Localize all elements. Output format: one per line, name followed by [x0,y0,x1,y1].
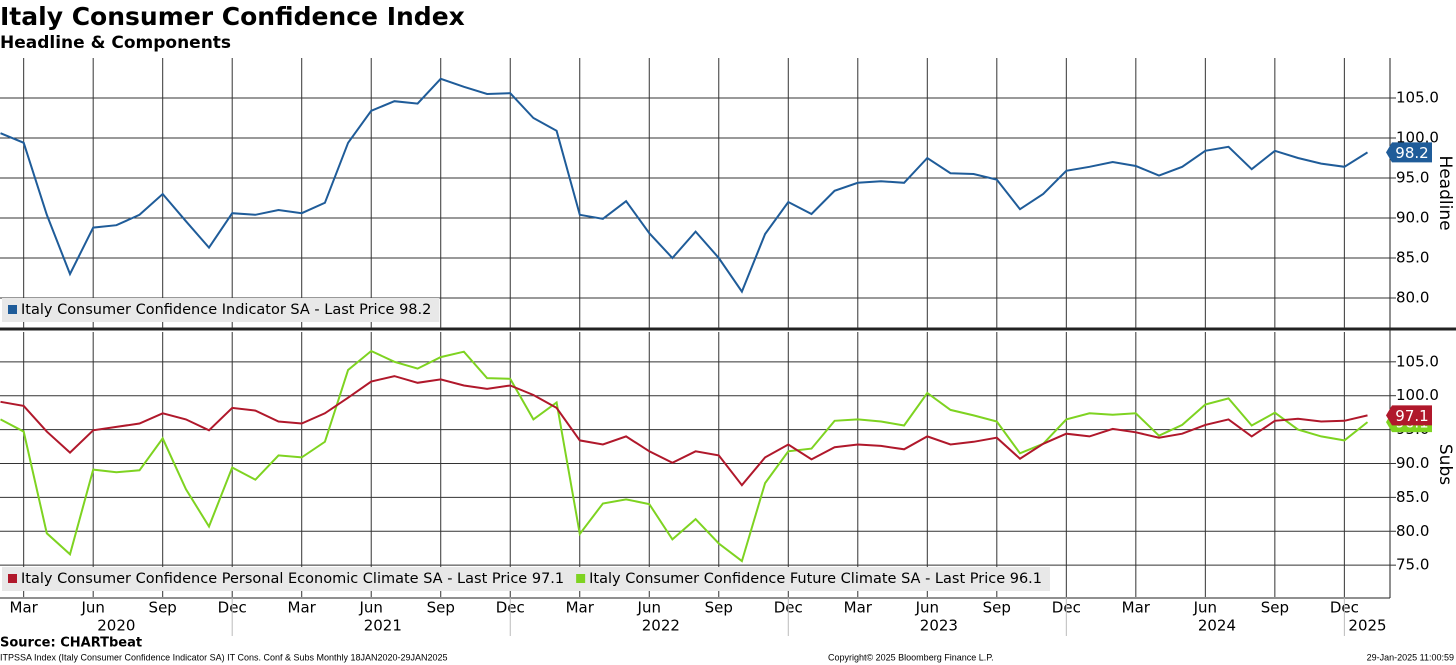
x-tick-label: Mar [844,599,873,617]
legend-background [2,567,1051,591]
legend-swatch [8,305,17,314]
legend-label: Italy Consumer Confidence Future Climate… [589,571,1042,587]
legend-label: Italy Consumer Confidence Personal Econo… [21,571,564,587]
series-line [0,349,1369,563]
year-label: 2021 [364,617,402,635]
y-tick-label: 80.0 [1396,522,1429,540]
series-line [0,375,1368,487]
x-tick-label: Jun [915,599,939,617]
footer-timestamp: 29-Jan-2025 11:00:59 [1367,652,1454,662]
year-label: 2024 [1198,617,1236,635]
axis-label: Headline [1435,155,1455,230]
legend-swatch [8,574,17,583]
x-tick-label: Jun [359,599,383,617]
y-tick-label: 90.0 [1396,454,1429,472]
x-tick-label: Mar [288,599,317,617]
y-tick-label: 90.0 [1396,209,1429,227]
y-tick-label: 105.0 [1396,352,1439,370]
x-tick-label: Sep [1261,599,1289,617]
x-tick-label: Sep [149,599,177,617]
axis-label: Subs [1435,444,1455,485]
x-tick-label: Jun [80,599,104,617]
x-tick-label: Sep [427,599,455,617]
footer-copyright: Copyright© 2025 Bloomberg Finance L.P. [828,652,994,662]
y-tick-label: 85.0 [1396,488,1429,506]
legend: Italy Consumer Confidence Personal Econo… [2,567,1051,591]
y-tick-label: 105.0 [1396,89,1439,107]
y-tick-label: 75.0 [1396,556,1429,574]
x-tick-label: Mar [1122,599,1151,617]
x-tick-label: Mar [566,599,595,617]
series-line [0,77,1369,294]
year-label: 2022 [642,617,680,635]
year-label: 2020 [97,617,135,635]
legend: Italy Consumer Confidence Indicator SA -… [2,298,440,322]
y-tick-label: 100.0 [1396,129,1439,147]
legend-label: Italy Consumer Confidence Indicator SA -… [21,302,431,318]
x-tick-label: Mar [10,599,39,617]
chart-subtitle: Headline & Components [0,33,231,53]
source: Source: CHARTbeat [0,636,142,651]
legend-swatch [576,574,586,583]
y-tick-label: 80.0 [1396,289,1429,307]
x-tick-label: Sep [705,599,733,617]
last-value-tag [1386,405,1432,426]
x-tick-label: Sep [983,599,1011,617]
last-value-label: 97.1 [1395,407,1428,425]
footer-description: ITPSSA Index (Italy Consumer Confidence … [0,652,448,662]
x-tick-label: Jun [1193,599,1217,617]
legend-background [2,298,440,322]
last-value-label: 98.2 [1395,144,1428,162]
chart-title: Italy Consumer Confidence Index [0,2,465,31]
y-tick-label: 95.0 [1396,169,1429,187]
y-tick-label: 100.0 [1396,386,1439,404]
last-value-tag [1386,142,1432,163]
year-label: 2023 [920,617,958,635]
x-tick-label: Jun [637,599,661,617]
year-label: 2025 [1348,617,1386,635]
y-tick-label: 85.0 [1396,249,1429,267]
